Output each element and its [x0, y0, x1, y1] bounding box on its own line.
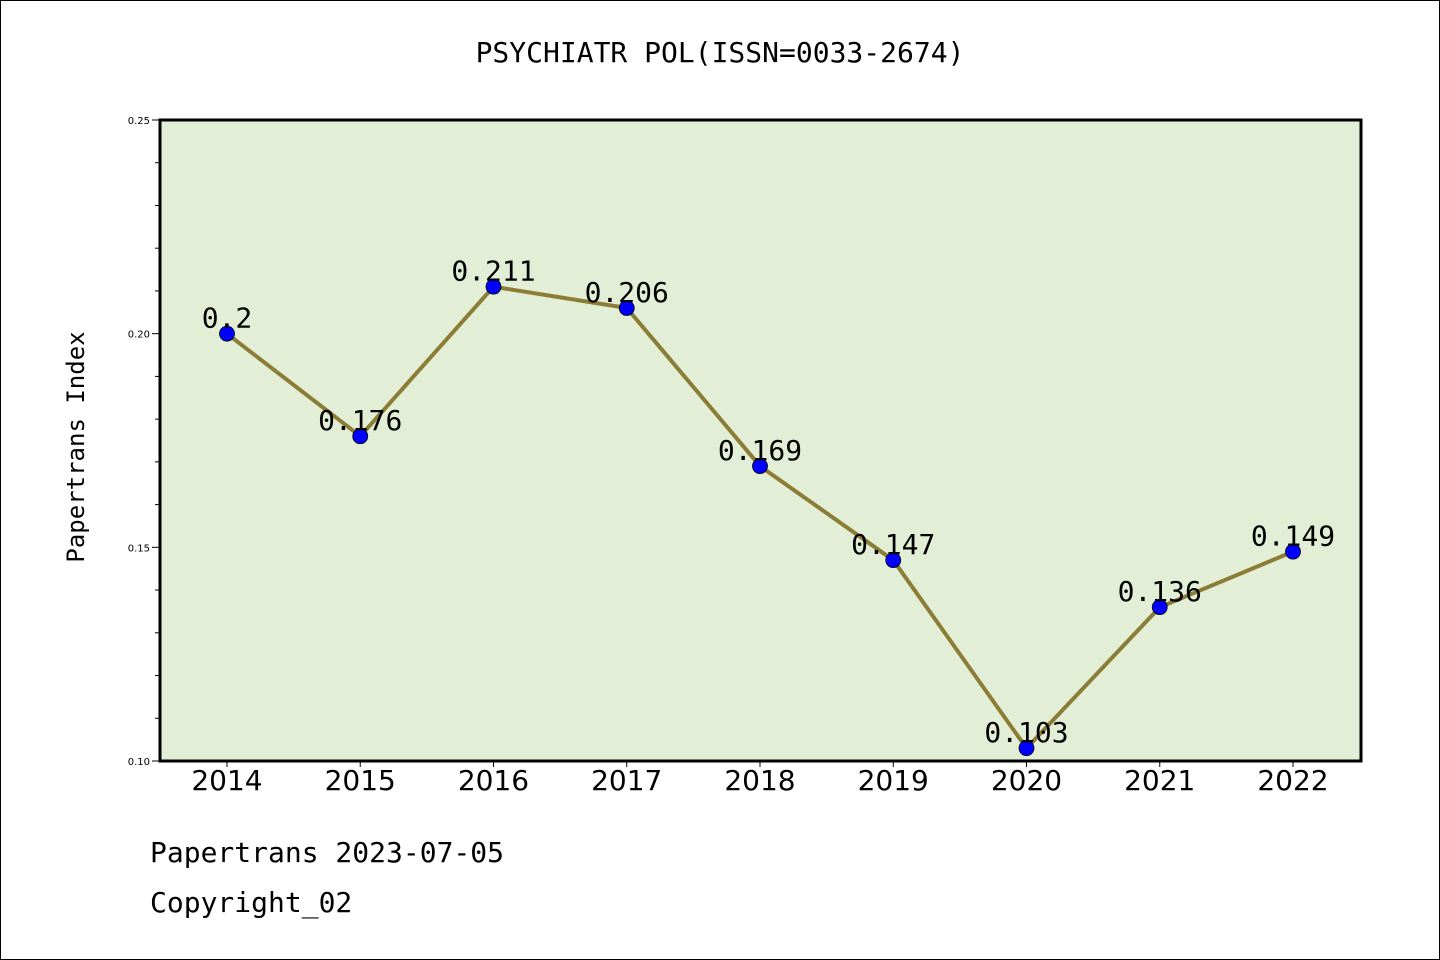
data-value-label: 0.136 — [1118, 575, 1202, 608]
data-value-label: 0.176 — [318, 404, 402, 437]
data-value-label: 0.103 — [984, 716, 1068, 749]
data-point-marker — [352, 428, 369, 445]
data-value-label: 0.169 — [718, 434, 802, 467]
x-tick-label: 2017 — [591, 764, 662, 797]
data-point-marker — [1018, 740, 1035, 757]
y-tick-label: 0.10 — [128, 757, 150, 768]
data-point-marker — [1285, 543, 1301, 560]
x-axis-ticks: 2014 2015 2016 2017 2018 2019 2020 2021 2022 — [191, 761, 1329, 797]
y-tick-label: 0.20 — [128, 330, 150, 341]
x-tick-label: 2022 — [1257, 764, 1328, 797]
x-tick-label: 2016 — [458, 764, 529, 797]
y-tick-label: 0.25 — [128, 116, 150, 127]
data-point-marker — [885, 552, 902, 569]
data-value-label: 0.147 — [851, 528, 935, 561]
data-point-marker — [219, 325, 235, 342]
chart-title: PSYCHIATR POL(ISSN=0033-2674) — [475, 36, 965, 69]
plot-border — [158, 118, 1363, 763]
data-labels: 0.2 0.176 0.211 0.206 0.169 0.147 0.103 0.136 0.… — [202, 255, 1335, 750]
footer-date: Papertrans 2023-07-05 — [150, 836, 505, 869]
data-point-marker — [1151, 599, 1168, 616]
data-value-label: 0.2 — [202, 302, 253, 335]
y-tick-label: 0.15 — [128, 543, 150, 554]
data-markers — [219, 278, 1301, 757]
x-tick-label: 2015 — [325, 764, 396, 797]
data-point-marker — [618, 300, 635, 316]
x-tick-label: 2019 — [858, 764, 929, 797]
y-axis-ticks: 0.10 0.15 0.20 0.25 — [128, 116, 160, 768]
data-value-label: 0.206 — [585, 276, 669, 309]
x-tick-label: 2020 — [991, 764, 1062, 797]
x-tick-label: 2018 — [724, 764, 795, 797]
data-value-label: 0.149 — [1251, 520, 1335, 553]
footer-copyright: Copyright_02 — [150, 886, 353, 919]
data-point-marker — [752, 458, 768, 475]
data-point-marker — [485, 278, 502, 295]
x-tick-label: 2021 — [1124, 764, 1195, 797]
x-tick-label: 2014 — [191, 764, 262, 797]
data-value-label: 0.211 — [451, 255, 535, 288]
